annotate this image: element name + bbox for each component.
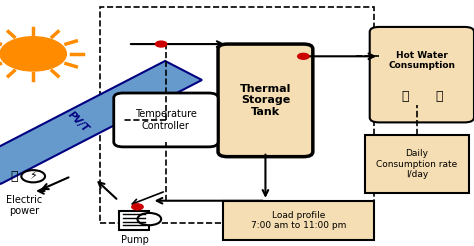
Circle shape [137,213,161,225]
Text: Temperature
Controller: Temperature Controller [135,109,197,131]
FancyBboxPatch shape [223,201,374,240]
Text: Thermal
Storage
Tank: Thermal Storage Tank [240,84,291,117]
Text: ⚡: ⚡ [29,171,37,181]
Circle shape [155,41,167,47]
Text: Pump: Pump [121,235,149,245]
Text: Load profile
7:00 am to 11:00 pm: Load profile 7:00 am to 11:00 pm [251,211,346,230]
FancyBboxPatch shape [365,135,469,193]
Text: Electric
power: Electric power [6,195,42,216]
Text: 🚰: 🚰 [435,90,443,103]
Text: 🚿: 🚿 [401,90,409,103]
Text: PV/T: PV/T [66,110,91,135]
FancyBboxPatch shape [218,44,313,157]
FancyBboxPatch shape [114,93,218,147]
Text: Daily
Consumption rate
l/day: Daily Consumption rate l/day [376,149,458,179]
Polygon shape [0,61,202,184]
Text: 🔌: 🔌 [10,170,18,183]
Circle shape [298,53,309,59]
Text: Hot Water
Consumption: Hot Water Consumption [388,51,456,70]
Circle shape [0,37,66,71]
Circle shape [132,204,143,210]
FancyBboxPatch shape [118,211,149,230]
FancyBboxPatch shape [370,27,474,123]
Circle shape [21,170,45,182]
